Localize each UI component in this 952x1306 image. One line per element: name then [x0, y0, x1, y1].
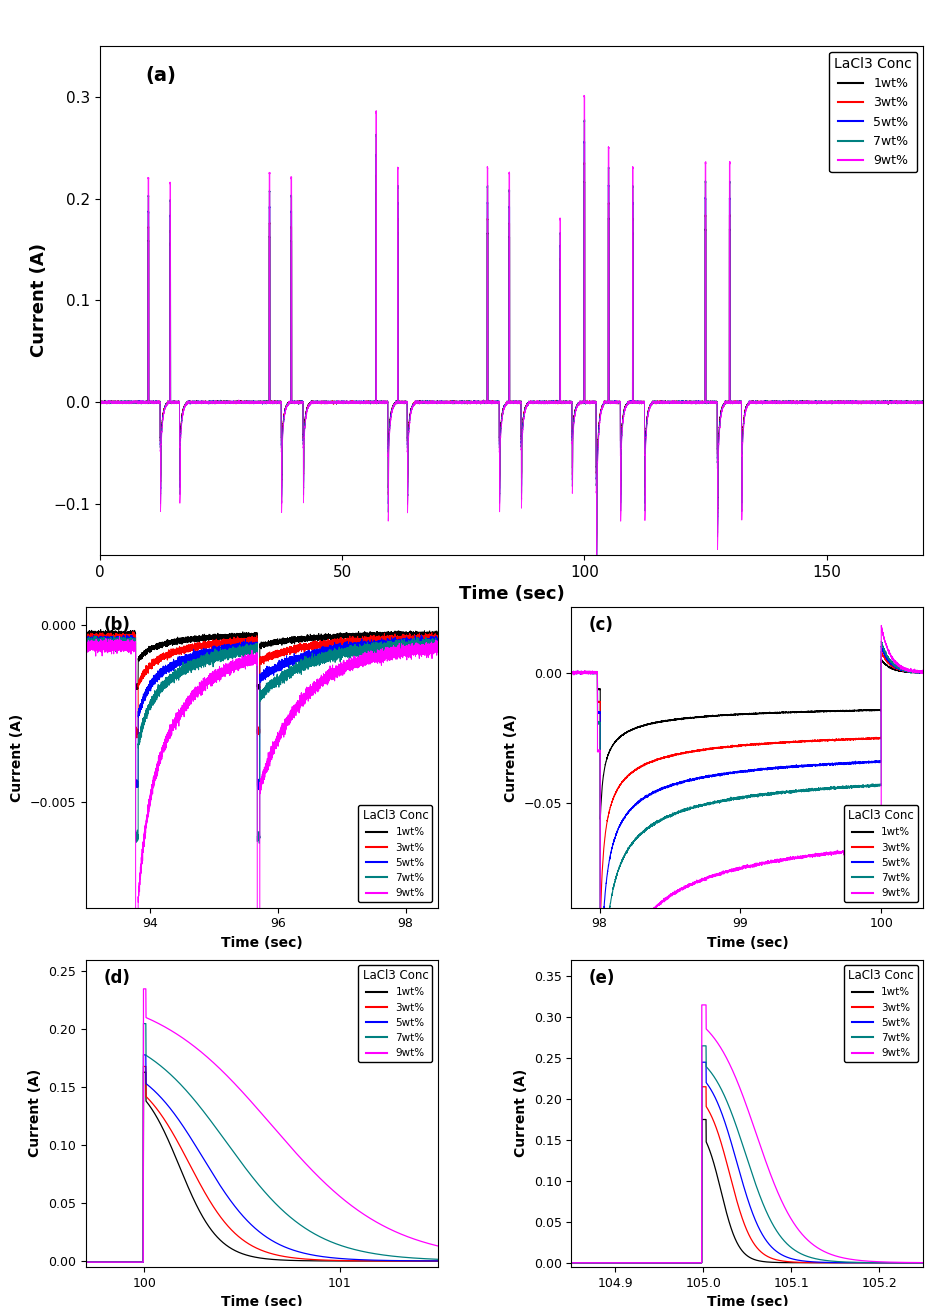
- Text: (c): (c): [589, 616, 614, 635]
- Legend: 1wt%, 3wt%, 5wt%, 7wt%, 9wt%: 1wt%, 3wt%, 5wt%, 7wt%, 9wt%: [844, 965, 919, 1063]
- Legend: 1wt%, 3wt%, 5wt%, 7wt%, 9wt%: 1wt%, 3wt%, 5wt%, 7wt%, 9wt%: [829, 52, 917, 172]
- X-axis label: Time (sec): Time (sec): [221, 936, 303, 949]
- Y-axis label: Current (A): Current (A): [29, 1070, 43, 1157]
- X-axis label: Time (sec): Time (sec): [706, 1296, 788, 1306]
- Text: (d): (d): [103, 969, 130, 987]
- Text: (e): (e): [589, 969, 615, 987]
- X-axis label: Time (sec): Time (sec): [221, 1296, 303, 1306]
- Legend: 1wt%, 3wt%, 5wt%, 7wt%, 9wt%: 1wt%, 3wt%, 5wt%, 7wt%, 9wt%: [844, 804, 919, 902]
- Y-axis label: Current (A): Current (A): [30, 243, 48, 358]
- Y-axis label: Current (A): Current (A): [514, 1070, 528, 1157]
- Legend: 1wt%, 3wt%, 5wt%, 7wt%, 9wt%: 1wt%, 3wt%, 5wt%, 7wt%, 9wt%: [358, 965, 432, 1063]
- Text: (a): (a): [146, 67, 176, 85]
- X-axis label: Time (sec): Time (sec): [706, 936, 788, 949]
- Legend: 1wt%, 3wt%, 5wt%, 7wt%, 9wt%: 1wt%, 3wt%, 5wt%, 7wt%, 9wt%: [358, 804, 432, 902]
- X-axis label: Time (sec): Time (sec): [459, 585, 565, 603]
- Y-axis label: Current (A): Current (A): [10, 713, 24, 802]
- Y-axis label: Current (A): Current (A): [504, 713, 518, 802]
- Text: (b): (b): [103, 616, 130, 635]
